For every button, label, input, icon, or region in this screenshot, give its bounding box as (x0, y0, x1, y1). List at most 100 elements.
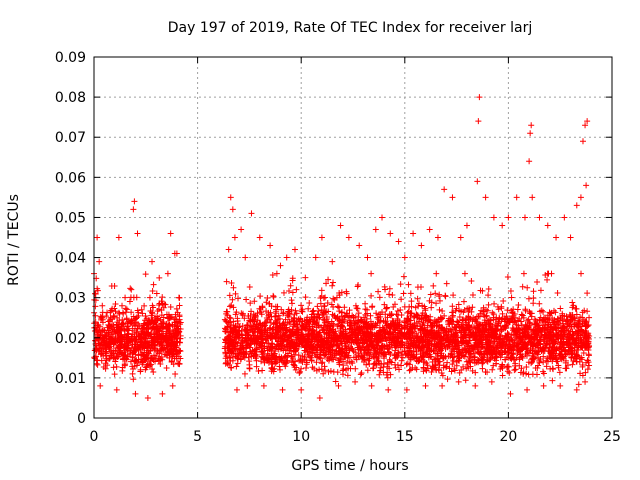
data-point (474, 178, 481, 185)
data-point (131, 198, 138, 205)
x-tick-label: 5 (193, 429, 202, 445)
data-point (357, 371, 364, 378)
data-point (223, 278, 230, 285)
data-point (442, 293, 449, 300)
data-point (526, 158, 533, 165)
data-point (540, 308, 547, 315)
data-point (144, 339, 151, 346)
data-point (398, 357, 405, 364)
data-point (116, 343, 123, 350)
data-point (408, 298, 415, 305)
data-point (92, 312, 99, 319)
data-point (490, 214, 497, 221)
data-point (544, 276, 551, 283)
data-point (432, 290, 439, 297)
data-point (121, 348, 128, 355)
data-point (469, 304, 476, 311)
data-point (103, 352, 110, 359)
data-point (131, 341, 138, 348)
data-point (293, 286, 300, 293)
data-point (157, 355, 164, 362)
data-point (358, 369, 365, 376)
data-point (177, 335, 184, 342)
data-point (97, 313, 104, 320)
x-tick-label: 25 (603, 429, 621, 445)
x-tick-label: 0 (90, 429, 99, 445)
data-point (256, 234, 263, 241)
data-point (405, 281, 412, 288)
data-point (289, 289, 296, 296)
data-point (233, 363, 240, 370)
data-point (152, 358, 159, 365)
data-point (149, 258, 156, 265)
data-point (149, 287, 156, 294)
chart-title: Day 197 of 2019, Rate Of TEC Index for r… (168, 20, 533, 36)
data-point (144, 394, 151, 401)
data-point (335, 382, 342, 389)
data-point (121, 362, 128, 369)
data-point (476, 94, 483, 101)
data-point (352, 365, 359, 372)
data-point (530, 300, 537, 307)
data-point (438, 369, 445, 376)
data-point (96, 258, 103, 265)
data-point (439, 382, 446, 389)
data-point (127, 285, 134, 292)
data-point (253, 357, 260, 364)
data-point (329, 258, 336, 265)
data-point (144, 332, 151, 339)
data-point (557, 382, 564, 389)
y-tick-label: 0.01 (55, 371, 86, 387)
data-point (116, 310, 123, 317)
data-point (427, 291, 434, 298)
data-point (578, 270, 585, 277)
data-point (115, 353, 122, 360)
data-point (112, 300, 119, 307)
data-point (463, 222, 470, 229)
data-point (389, 292, 396, 299)
data-point (167, 230, 174, 237)
data-point (114, 319, 121, 326)
data-point (303, 365, 310, 372)
data-point (168, 313, 175, 320)
data-point (414, 295, 421, 302)
data-point (157, 361, 164, 368)
data-point (165, 337, 172, 344)
data-point (167, 304, 174, 311)
data-point (150, 341, 157, 348)
data-point (534, 278, 541, 285)
data-point (444, 376, 451, 383)
data-point (329, 282, 336, 289)
data-point (142, 271, 149, 278)
data-point (149, 302, 156, 309)
data-point (140, 342, 147, 349)
data-point (166, 321, 173, 328)
data-point (246, 283, 253, 290)
data-point (499, 222, 506, 229)
data-point (110, 347, 117, 354)
data-point (119, 309, 126, 316)
data-point (133, 346, 140, 353)
data-point (232, 290, 239, 297)
data-point (320, 370, 327, 377)
data-point (505, 214, 512, 221)
data-point (530, 295, 537, 302)
data-point (158, 342, 165, 349)
data-point (330, 295, 337, 302)
data-point (329, 279, 336, 286)
data-point (417, 284, 424, 291)
data-point (241, 370, 248, 377)
data-point (124, 326, 131, 333)
data-point (298, 302, 305, 309)
data-point (226, 292, 233, 299)
data-point (112, 358, 119, 365)
data-point (121, 355, 128, 362)
data-point (148, 312, 155, 319)
data-point (482, 194, 489, 201)
data-point (462, 377, 469, 384)
data-point (158, 312, 165, 319)
data-point (400, 273, 407, 280)
data-point (227, 194, 234, 201)
data-point (91, 347, 98, 354)
data-point (115, 234, 122, 241)
